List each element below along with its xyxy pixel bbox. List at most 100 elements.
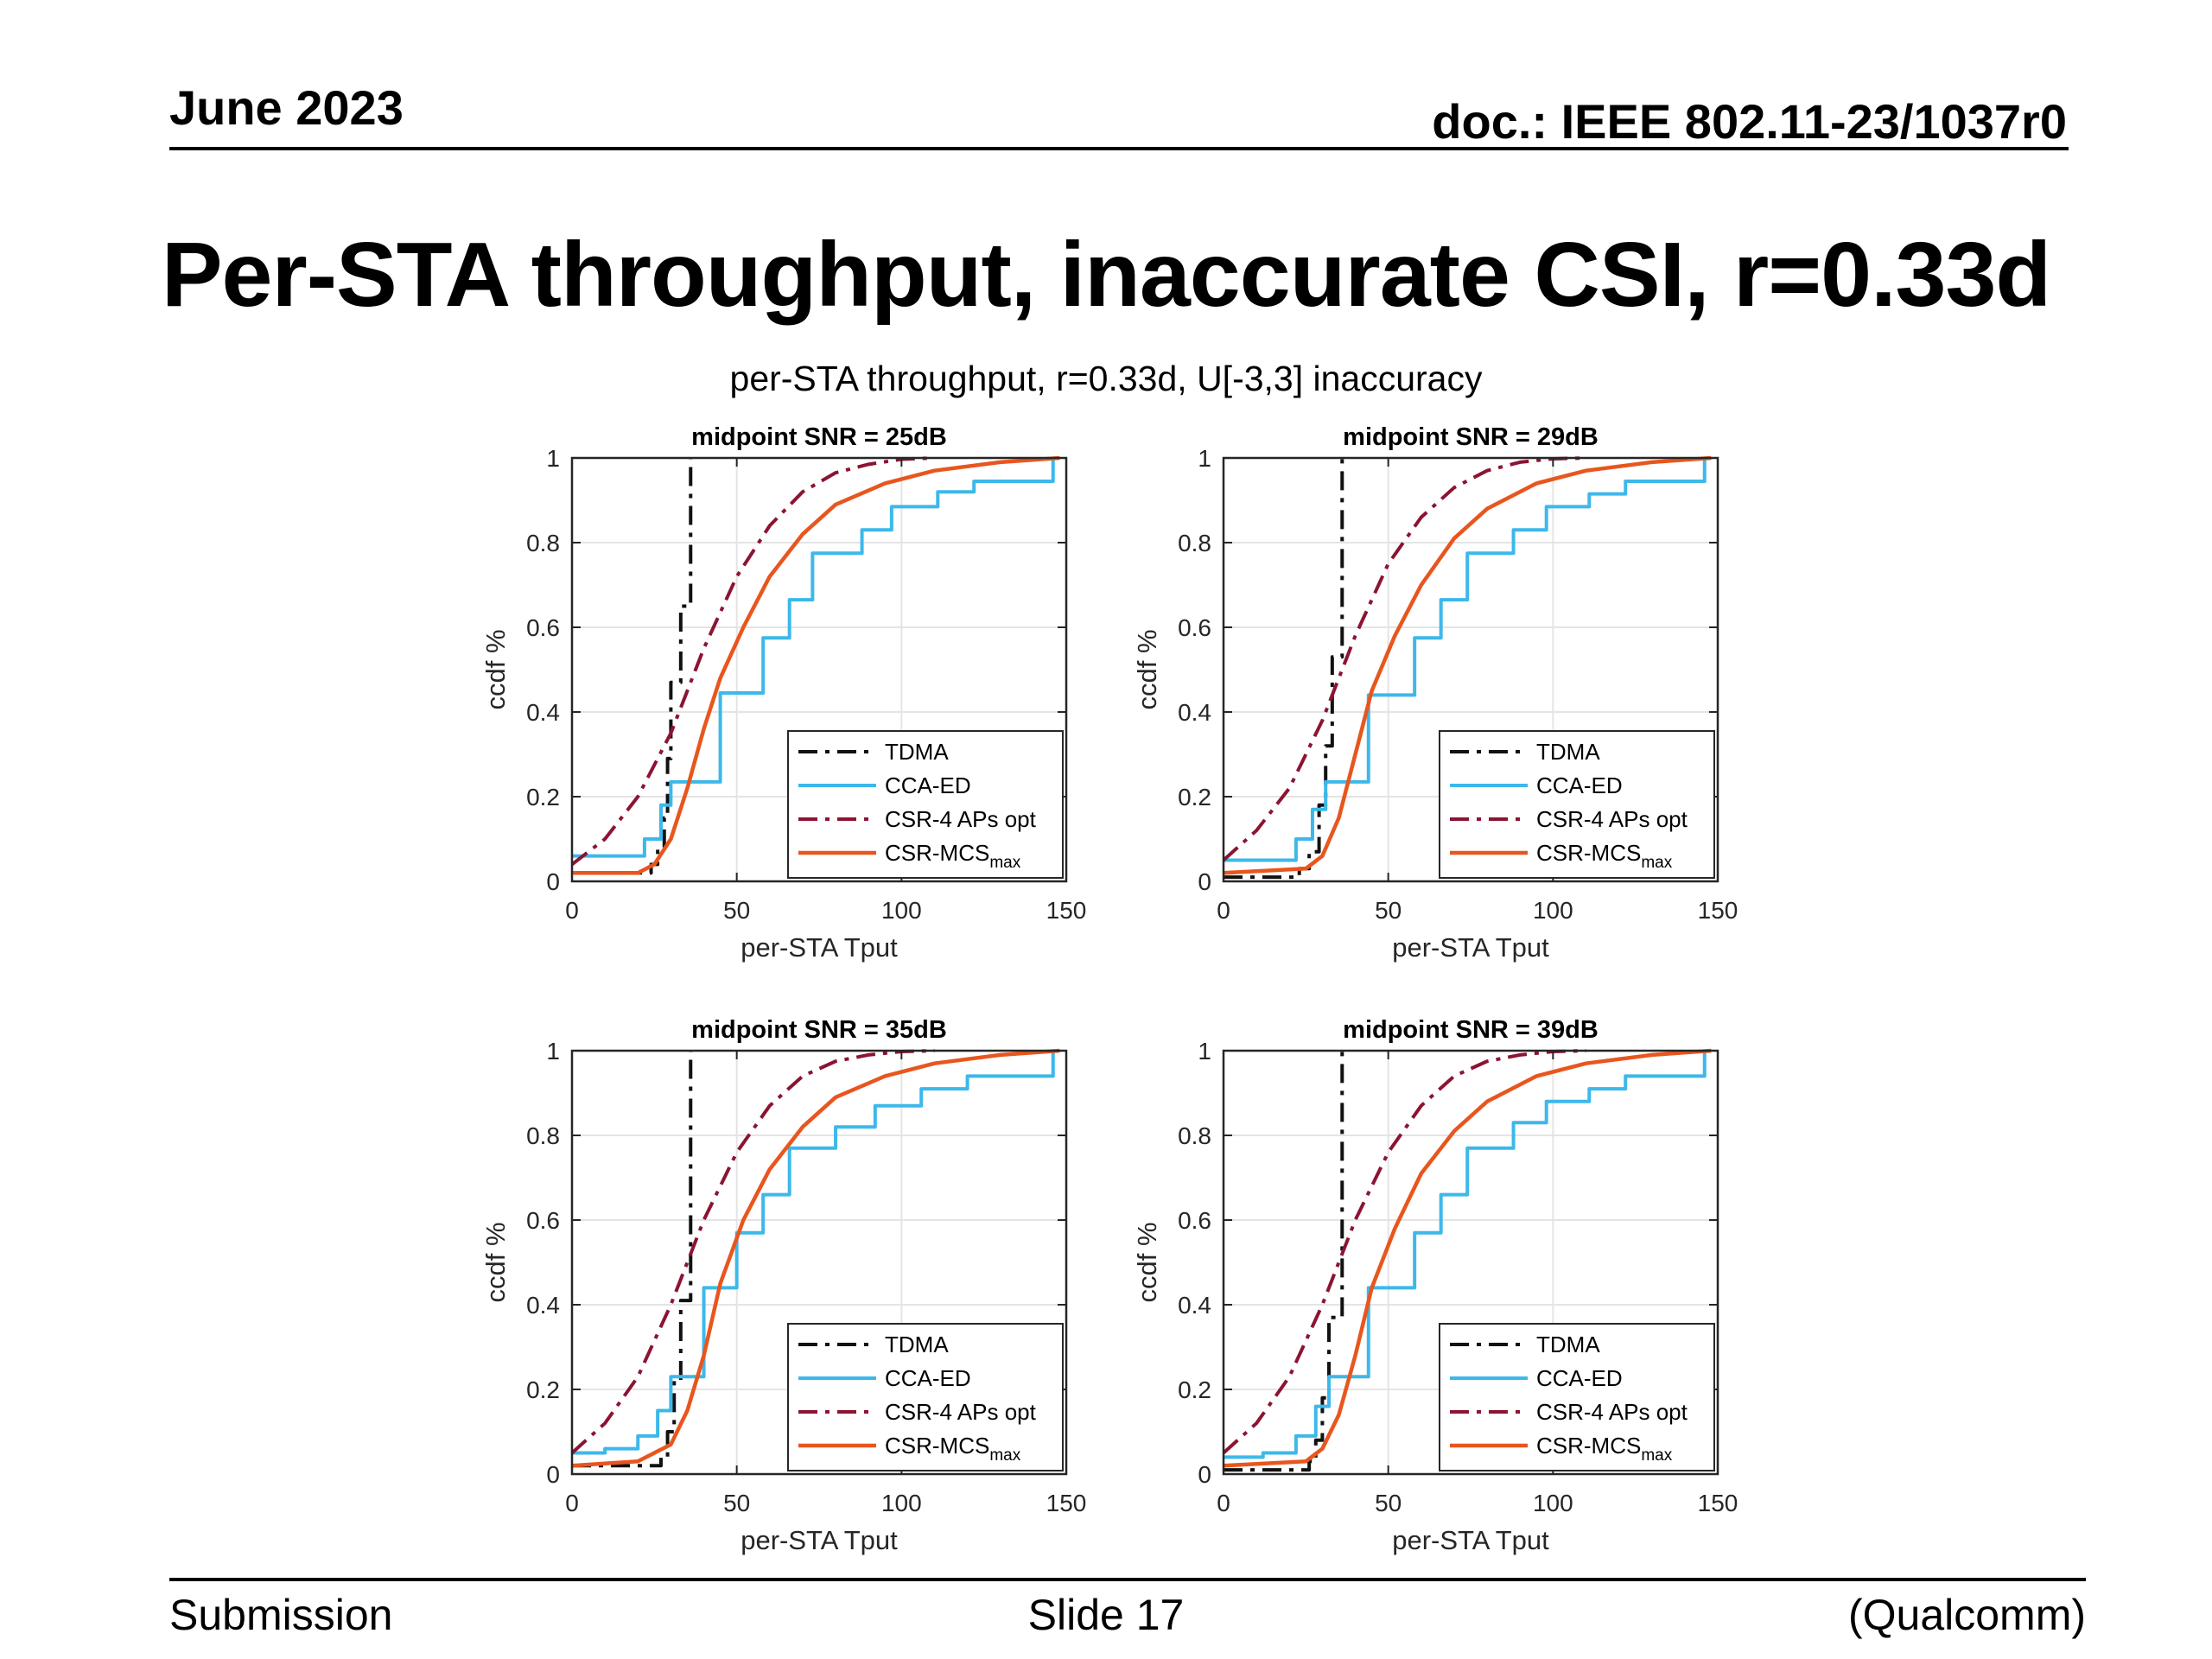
y-tick-label: 0 bbox=[1198, 868, 1211, 895]
y-tick-label: 0.2 bbox=[526, 784, 560, 810]
series-line-csr-4-aps-opt bbox=[1222, 456, 1586, 861]
slide-title: Per-STA throughput, inaccurate CSI, r=0.… bbox=[161, 224, 2051, 326]
legend-label-csr-4-aps-opt: CSR-4 APs opt bbox=[1536, 806, 1688, 832]
x-tick-label: 0 bbox=[1217, 1490, 1230, 1516]
x-axis-label: per-STA Tput bbox=[1392, 932, 1549, 963]
legend-label-csr-4-aps-opt: CSR-4 APs opt bbox=[1536, 1399, 1688, 1425]
series-line-cca-ed bbox=[572, 1051, 1055, 1455]
x-tick-label: 0 bbox=[565, 897, 579, 924]
subplot-title: midpoint SNR = 25dB bbox=[691, 423, 947, 451]
y-tick-label: 0.6 bbox=[526, 1207, 560, 1234]
y-tick-label: 0.6 bbox=[526, 614, 560, 641]
y-tick-label: 1 bbox=[546, 445, 560, 472]
y-tick-label: 0 bbox=[1198, 1461, 1211, 1488]
subplot-title: midpoint SNR = 39dB bbox=[1343, 1016, 1599, 1044]
y-tick-label: 1 bbox=[1198, 1038, 1211, 1065]
legend-label-csr-4-aps-opt: CSR-4 APs opt bbox=[885, 1399, 1037, 1425]
legend-label-tdma: TDMA bbox=[1536, 1332, 1600, 1357]
footer-affiliation: (Qualcomm) bbox=[1847, 1591, 2086, 1639]
legend-label-tdma: TDMA bbox=[885, 1332, 949, 1357]
legend-label-cca-ed: CCA-ED bbox=[885, 1365, 971, 1391]
x-tick-label: 150 bbox=[1046, 897, 1087, 924]
footer-slide-number: Slide 17 bbox=[1027, 1591, 1185, 1639]
footer-submission: Submission bbox=[169, 1591, 393, 1639]
series-line-csr-4-aps-opt bbox=[570, 1049, 935, 1454]
y-tick-label: 0 bbox=[546, 868, 560, 895]
y-axis-label: ccdf % bbox=[1132, 1222, 1162, 1302]
header-doc-id: doc.: IEEE 802.11-23/1037r0 bbox=[1432, 94, 2067, 149]
x-axis-label: per-STA Tput bbox=[741, 1525, 898, 1555]
header-rule bbox=[169, 147, 2069, 150]
legend-subscript: max bbox=[989, 854, 1020, 872]
legend-label-tdma: TDMA bbox=[1536, 739, 1600, 765]
axes-frame bbox=[1222, 456, 1719, 883]
y-tick-label: 0.4 bbox=[1178, 1292, 1211, 1319]
axes-frame bbox=[1222, 1049, 1719, 1476]
legend-subscript: max bbox=[1641, 854, 1672, 872]
y-tick-label: 0.8 bbox=[526, 530, 560, 556]
series-line-cca-ed bbox=[1224, 1051, 1707, 1459]
x-tick-label: 0 bbox=[1217, 897, 1230, 924]
y-axis-label: ccdf % bbox=[480, 1222, 511, 1302]
series-line-csr-mcs bbox=[1223, 1048, 1712, 1468]
x-tick-label: 50 bbox=[1375, 1490, 1402, 1516]
y-tick-label: 0 bbox=[546, 1461, 560, 1488]
x-tick-label: 100 bbox=[881, 897, 922, 924]
legend-label-tdma: TDMA bbox=[885, 739, 949, 765]
series-line-tdma bbox=[572, 458, 693, 875]
header-date: June 2023 bbox=[169, 80, 404, 135]
legend-label-cca-ed: CCA-ED bbox=[1536, 772, 1623, 798]
subplot-title: midpoint SNR = 35dB bbox=[691, 1016, 947, 1044]
y-tick-label: 0.6 bbox=[1178, 1207, 1211, 1234]
series-line-cca-ed bbox=[1224, 458, 1707, 862]
series-line-tdma bbox=[1224, 1051, 1344, 1472]
y-tick-label: 0.8 bbox=[1178, 1122, 1211, 1149]
x-tick-label: 100 bbox=[881, 1490, 922, 1516]
y-tick-label: 0.2 bbox=[1178, 784, 1211, 810]
x-tick-label: 100 bbox=[1533, 897, 1573, 924]
series-line-cca-ed bbox=[572, 458, 1055, 858]
legend-subscript: max bbox=[989, 1446, 1020, 1465]
x-tick-label: 100 bbox=[1533, 1490, 1573, 1516]
series-line-csr-mcs bbox=[1223, 455, 1712, 875]
series-line-tdma bbox=[1224, 458, 1344, 880]
subplot-title: midpoint SNR = 29dB bbox=[1343, 423, 1599, 451]
x-tick-label: 50 bbox=[723, 1490, 750, 1516]
y-tick-label: 1 bbox=[1198, 445, 1211, 472]
axes-frame bbox=[570, 456, 1068, 883]
legend-label-cca-ed: CCA-ED bbox=[885, 772, 971, 798]
legend-label-csr-4-aps-opt: CSR-4 APs opt bbox=[885, 806, 1037, 832]
x-tick-label: 50 bbox=[1375, 897, 1402, 924]
x-tick-label: 150 bbox=[1046, 1490, 1087, 1516]
x-tick-label: 150 bbox=[1698, 897, 1738, 924]
series-line-csr-mcs bbox=[572, 455, 1060, 875]
series-line-csr-4-aps-opt bbox=[1222, 1049, 1586, 1454]
y-tick-label: 1 bbox=[546, 1038, 560, 1065]
y-tick-label: 0.6 bbox=[1178, 614, 1211, 641]
x-tick-label: 0 bbox=[565, 1490, 579, 1516]
y-tick-label: 0.4 bbox=[526, 1292, 560, 1319]
figure-title: per-STA throughput, r=0.33d, U[-3,3] ina… bbox=[729, 359, 1483, 398]
x-tick-label: 50 bbox=[723, 897, 750, 924]
y-tick-label: 0.2 bbox=[526, 1376, 560, 1403]
x-tick-label: 150 bbox=[1698, 1490, 1738, 1516]
x-axis-label: per-STA Tput bbox=[741, 932, 898, 963]
series-line-csr-4-aps-opt bbox=[570, 456, 935, 866]
y-tick-label: 0.8 bbox=[526, 1122, 560, 1149]
y-tick-label: 0.4 bbox=[526, 699, 560, 726]
y-axis-label: ccdf % bbox=[1132, 629, 1162, 709]
axes-frame bbox=[570, 1049, 1068, 1476]
x-axis-label: per-STA Tput bbox=[1392, 1525, 1549, 1555]
legend-subscript: max bbox=[1641, 1446, 1672, 1465]
series-line-tdma bbox=[572, 1051, 693, 1468]
series-line-csr-mcs bbox=[571, 1048, 1060, 1468]
y-tick-label: 0.8 bbox=[1178, 530, 1211, 556]
y-tick-label: 0.4 bbox=[1178, 699, 1211, 726]
footer-rule bbox=[169, 1578, 2086, 1581]
y-tick-label: 0.2 bbox=[1178, 1376, 1211, 1403]
legend-label-cca-ed: CCA-ED bbox=[1536, 1365, 1623, 1391]
